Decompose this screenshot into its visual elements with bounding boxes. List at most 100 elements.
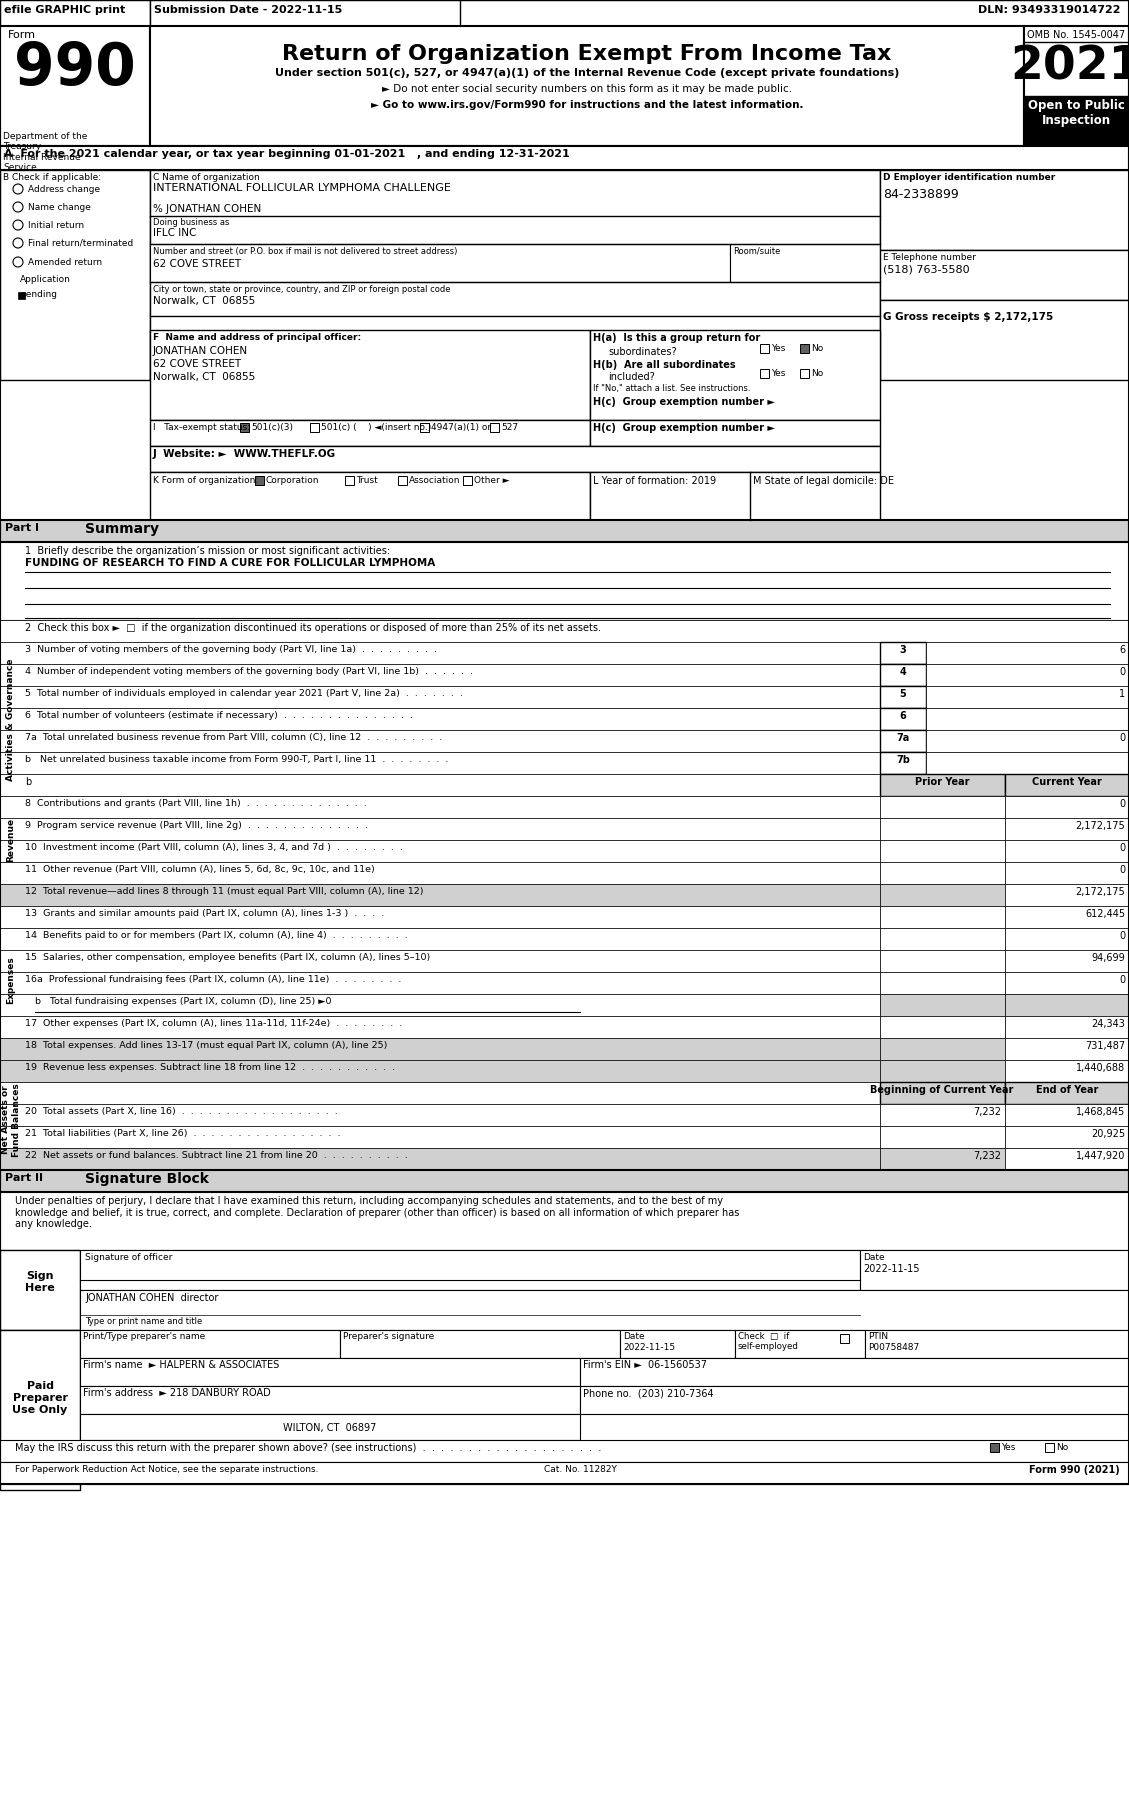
Text: 4947(a)(1) or: 4947(a)(1) or [431,423,491,432]
Text: End of Year: End of Year [1035,1085,1099,1096]
Text: Signature of officer: Signature of officer [85,1253,173,1263]
Bar [463,475,472,484]
Text: Part II: Part II [5,1174,43,1183]
Bar [0,972,879,994]
Text: 4  Number of independent voting members of the governing body (Part VI, line 1b): 4 Number of independent voting members o… [25,668,473,677]
Text: b: b [25,776,32,787]
Bar [0,1038,879,1059]
Text: 20,925: 20,925 [1091,1128,1124,1139]
Bar [0,1330,80,1489]
Bar [1005,1126,1129,1148]
Bar [0,0,1129,1484]
Text: 990: 990 [14,40,135,96]
Bar [865,1330,1129,1359]
Text: Form: Form [8,31,36,40]
Text: 11  Other revenue (Part VIII, column (A), lines 5, 6d, 8c, 9c, 10c, and 11e): 11 Other revenue (Part VIII, column (A),… [25,865,375,874]
Text: 20  Total assets (Part X, line 16)  .  .  .  .  .  .  .  .  .  .  .  .  .  .  . : 20 Total assets (Part X, line 16) . . . … [25,1107,338,1116]
Bar [0,1059,879,1081]
Text: Under section 501(c), 527, or 4947(a)(1) of the Internal Revenue Code (except pr: Under section 501(c), 527, or 4947(a)(1)… [274,67,899,78]
Bar [879,299,1129,379]
Bar [0,686,879,707]
Bar [879,1148,1005,1170]
Text: 527: 527 [501,423,518,432]
Bar [0,642,879,664]
Bar [879,753,926,775]
Text: Type or print name and title: Type or print name and title [85,1317,202,1326]
Text: JONATHAN COHEN  director: JONATHAN COHEN director [85,1293,218,1302]
Bar [879,796,1005,818]
Text: M State of legal domicile: DE: M State of legal domicile: DE [753,475,894,486]
Text: 1  Briefly describe the organization’s mission or most significant activities:: 1 Briefly describe the organization’s mi… [25,546,391,557]
Text: Cat. No. 11282Y: Cat. No. 11282Y [543,1466,616,1475]
Text: INTERNATIONAL FOLLICULAR LYMPHOMA CHALLENGE: INTERNATIONAL FOLLICULAR LYMPHOMA CHALLE… [154,183,450,192]
Bar [590,472,879,521]
Text: Beginning of Current Year: Beginning of Current Year [870,1085,1014,1096]
Text: A  For the 2021 calendar year, or tax year beginning 01-01-2021   , and ending 1: A For the 2021 calendar year, or tax yea… [5,149,570,160]
Text: 7a: 7a [896,733,910,744]
Text: 9  Program service revenue (Part VIII, line 2g)  .  .  .  .  .  .  .  .  .  .  .: 9 Program service revenue (Part VIII, li… [25,822,368,831]
Bar [760,368,769,377]
Text: 7,232: 7,232 [973,1152,1001,1161]
Bar [1005,929,1129,951]
Text: 0: 0 [1119,931,1124,941]
Text: % JONATHAN COHEN: % JONATHAN COHEN [154,203,261,214]
Bar [0,542,1129,620]
Text: Name change: Name change [28,203,90,212]
Bar [879,1081,1005,1105]
Text: 2022-11-15: 2022-11-15 [623,1342,675,1351]
Text: Firm's name  ► HALPERN & ASSOCIATES: Firm's name ► HALPERN & ASSOCIATES [84,1360,279,1370]
Bar [340,1330,620,1359]
Bar [860,1250,1129,1290]
Text: Number and street (or P.O. box if mail is not delivered to street address): Number and street (or P.O. box if mail i… [154,247,457,256]
Bar [80,1359,580,1386]
Bar [310,423,320,432]
Bar [0,1016,879,1038]
Text: K Form of organization:: K Form of organization: [154,475,259,484]
Bar [0,1192,1129,1250]
Bar [0,664,879,686]
Text: 21  Total liabilities (Part X, line 26)  .  .  .  .  .  .  .  .  .  .  .  .  .  : 21 Total liabilities (Part X, line 26) .… [25,1128,341,1137]
Text: 612,445: 612,445 [1085,909,1124,920]
Text: Norwalk, CT  06855: Norwalk, CT 06855 [154,296,255,307]
Text: Signature Block: Signature Block [85,1172,209,1186]
Text: 6  Total number of volunteers (estimate if necessary)  .  .  .  .  .  .  .  .  .: 6 Total number of volunteers (estimate i… [25,711,413,720]
Text: 6: 6 [900,711,907,720]
Text: 0: 0 [1119,865,1124,874]
Bar [1005,994,1129,1016]
Bar [0,929,879,951]
Text: If "No," attach a list. See instructions.: If "No," attach a list. See instructions… [593,385,751,394]
Bar [1024,96,1129,145]
Text: 15  Salaries, other compensation, employee benefits (Part IX, column (A), lines : 15 Salaries, other compensation, employe… [25,952,430,961]
Text: (518) 763-5580: (518) 763-5580 [883,265,970,274]
Text: ► Go to www.irs.gov/Form990 for instructions and the latest information.: ► Go to www.irs.gov/Form990 for instruct… [370,100,803,111]
Text: Expenses: Expenses [7,956,16,1003]
Text: Sign
Here: Sign Here [25,1272,55,1293]
Text: Address change: Address change [28,185,100,194]
Bar [0,796,879,818]
Text: JONATHAN COHEN: JONATHAN COHEN [154,346,248,356]
Bar [0,707,879,729]
Text: Room/suite: Room/suite [733,247,780,256]
Text: Paid
Preparer
Use Only: Paid Preparer Use Only [12,1382,68,1415]
Bar [0,729,879,753]
Text: 16a  Professional fundraising fees (Part IX, column (A), line 11e)  .  .  .  .  : 16a Professional fundraising fees (Part … [25,974,402,983]
Bar [0,25,150,145]
Bar [879,883,1005,905]
Text: 17  Other expenses (Part IX, column (A), lines 11a-11d, 11f-24e)  .  .  .  .  . : 17 Other expenses (Part IX, column (A), … [25,1019,402,1029]
Text: H(c)  Group exemption number ►: H(c) Group exemption number ► [593,397,774,406]
Text: F  Name and address of principal officer:: F Name and address of principal officer: [154,334,361,343]
Text: 0: 0 [1119,798,1124,809]
Text: Print/Type preparer's name: Print/Type preparer's name [84,1331,205,1341]
Text: 2,172,175: 2,172,175 [1075,887,1124,896]
Text: Preparer's signature: Preparer's signature [343,1331,435,1341]
Bar [150,330,590,421]
Bar [800,345,809,354]
Bar [879,951,1005,972]
Bar [879,994,1005,1016]
Bar [1005,883,1129,905]
Bar [0,0,150,25]
Bar [926,642,1129,664]
Text: OMB No. 1545-0047: OMB No. 1545-0047 [1027,31,1126,40]
Text: D Employer identification number: D Employer identification number [883,172,1056,181]
Bar [1005,1059,1129,1081]
